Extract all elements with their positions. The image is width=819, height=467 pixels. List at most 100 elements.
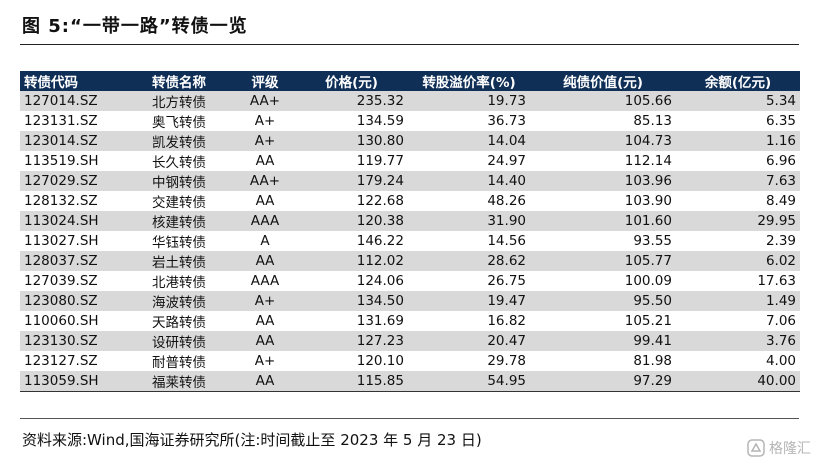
price-cell: 115.85: [295, 371, 408, 392]
header-cell: 转债代码: [20, 71, 123, 91]
balance-cell: 6.96: [676, 151, 800, 171]
premium-cell: 16.82: [408, 311, 530, 331]
price-cell: 130.80: [295, 131, 408, 151]
price-cell: 119.77: [295, 151, 408, 171]
balance-cell: 6.02: [676, 251, 800, 271]
table-header-row: 转债代码 转债名称 评级 价格(元) 转股溢价率(%) 纯债价值(元) 余额(亿…: [20, 71, 800, 91]
code-cell: 113027.SH: [20, 231, 123, 251]
watermark-text: 格隆汇: [769, 441, 811, 457]
bond-value-cell: 93.55: [530, 231, 676, 251]
name-cell: 天路转债: [123, 311, 235, 331]
header-cell: 转债名称: [123, 71, 235, 91]
premium-cell: 14.04: [408, 131, 530, 151]
balance-cell: 2.39: [676, 231, 800, 251]
rating-cell: AA: [235, 311, 295, 331]
code-cell: 123080.SZ: [20, 291, 123, 311]
table-row: 123131.SZ 奥飞转债 A+ 134.59 36.73 85.13 6.35: [20, 111, 800, 131]
table-row: 113059.SH 福莱转债 AA 115.85 54.95 97.29 40.00: [20, 371, 800, 392]
name-cell: 凯发转债: [123, 131, 235, 151]
bond-value-cell: 105.77: [530, 251, 676, 271]
code-cell: 127039.SZ: [20, 271, 123, 291]
bond-value-cell: 112.14: [530, 151, 676, 171]
premium-cell: 24.97: [408, 151, 530, 171]
balance-cell: 40.00: [676, 371, 800, 392]
header-cell: 转股溢价率(%): [408, 71, 530, 91]
balance-cell: 8.49: [676, 191, 800, 211]
table-row: 123014.SZ 凯发转债 A+ 130.80 14.04 104.73 1.16: [20, 131, 800, 151]
bond-value-cell: 81.98: [530, 351, 676, 371]
rating-cell: AAA: [235, 211, 295, 231]
source-note: 资料来源:Wind,国海证券研究所(注:时间截止至 2023 年 5 月 23 …: [22, 431, 482, 449]
code-cell: 113519.SH: [20, 151, 123, 171]
name-cell: 设研转债: [123, 331, 235, 351]
name-cell: 华钰转债: [123, 231, 235, 251]
rating-cell: AA: [235, 251, 295, 271]
premium-cell: 19.73: [408, 91, 530, 111]
price-cell: 134.50: [295, 291, 408, 311]
name-cell: 岩土转债: [123, 251, 235, 271]
bond-value-cell: 100.09: [530, 271, 676, 291]
premium-cell: 48.26: [408, 191, 530, 211]
rating-cell: A+: [235, 291, 295, 311]
premium-cell: 29.78: [408, 351, 530, 371]
price-cell: 112.02: [295, 251, 408, 271]
price-cell: 127.23: [295, 331, 408, 351]
bond-value-cell: 95.50: [530, 291, 676, 311]
code-cell: 123131.SZ: [20, 111, 123, 131]
rating-cell: AA+: [235, 91, 295, 111]
name-cell: 奥飞转债: [123, 111, 235, 131]
bond-value-cell: 105.66: [530, 91, 676, 111]
name-cell: 海波转债: [123, 291, 235, 311]
rating-cell: AA: [235, 191, 295, 211]
balance-cell: 5.34: [676, 91, 800, 111]
table-row: 127039.SZ 北港转债 AAA 124.06 26.75 100.09 17.63: [20, 271, 800, 291]
header-cell: 纯债价值(元): [530, 71, 676, 91]
table-row: 123127.SZ 耐普转债 A+ 120.10 29.78 81.98 4.00: [20, 351, 800, 371]
rating-cell: A+: [235, 351, 295, 371]
name-cell: 福莱转债: [123, 371, 235, 392]
bond-value-cell: 104.73: [530, 131, 676, 151]
table-row: 127029.SZ 中钢转债 AA+ 179.24 14.40 103.96 7.63: [20, 171, 800, 191]
premium-cell: 20.47: [408, 331, 530, 351]
balance-cell: 6.35: [676, 111, 800, 131]
balance-cell: 7.63: [676, 171, 800, 191]
premium-cell: 28.62: [408, 251, 530, 271]
name-cell: 中钢转债: [123, 171, 235, 191]
header-cell: 余额(亿元): [676, 71, 800, 91]
watermark: 格隆汇: [747, 438, 811, 458]
footer-rule: [20, 418, 799, 419]
rating-cell: AA: [235, 371, 295, 392]
rating-cell: AAA: [235, 271, 295, 291]
premium-cell: 14.56: [408, 231, 530, 251]
price-cell: 122.68: [295, 191, 408, 211]
rating-cell: AA: [235, 331, 295, 351]
bond-value-cell: 101.60: [530, 211, 676, 231]
code-cell: 113059.SH: [20, 371, 123, 392]
price-cell: 131.69: [295, 311, 408, 331]
premium-cell: 14.40: [408, 171, 530, 191]
table-row: 123080.SZ 海波转债 A+ 134.50 19.47 95.50 1.49: [20, 291, 800, 311]
bond-value-cell: 103.90: [530, 191, 676, 211]
table-row: 110060.SH 天路转债 AA 131.69 16.82 105.21 7.06: [20, 311, 800, 331]
bond-value-cell: 105.21: [530, 311, 676, 331]
rating-cell: A+: [235, 131, 295, 151]
code-cell: 123130.SZ: [20, 331, 123, 351]
code-cell: 110060.SH: [20, 311, 123, 331]
bond-value-cell: 99.41: [530, 331, 676, 351]
table-row: 113519.SH 长久转债 AA 119.77 24.97 112.14 6.96: [20, 151, 800, 171]
bond-value-cell: 97.29: [530, 371, 676, 392]
balance-cell: 1.49: [676, 291, 800, 311]
table-row: 113027.SH 华钰转债 A 146.22 14.56 93.55 2.39: [20, 231, 800, 251]
header-cell: 评级: [235, 71, 295, 91]
price-cell: 124.06: [295, 271, 408, 291]
price-cell: 134.59: [295, 111, 408, 131]
table-row: 127014.SZ 北方转债 AA+ 235.32 19.73 105.66 5.34: [20, 91, 800, 111]
table-row: 113024.SH 核建转债 AAA 120.38 31.90 101.60 29.95: [20, 211, 800, 231]
figure-title: 图 5:“一带一路”转债一览: [22, 16, 248, 37]
premium-cell: 36.73: [408, 111, 530, 131]
code-cell: 127014.SZ: [20, 91, 123, 111]
title-rule: [20, 44, 799, 45]
balance-cell: 17.63: [676, 271, 800, 291]
header-cell: 价格(元): [295, 71, 408, 91]
premium-cell: 31.90: [408, 211, 530, 231]
